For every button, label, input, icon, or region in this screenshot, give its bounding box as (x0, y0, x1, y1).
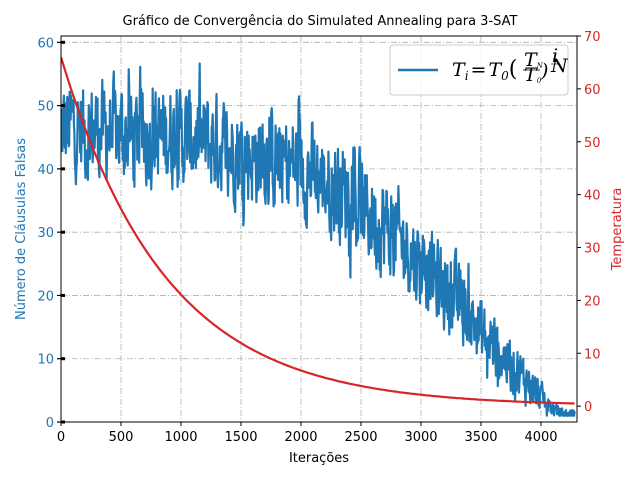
legend-fraction-numerator: TN (524, 49, 544, 71)
legend-close-paren: ) (540, 60, 548, 82)
x-tick-label: 500 (109, 430, 134, 445)
false-clauses-series-line (61, 62, 576, 417)
left-y-tick-label: 10 (37, 353, 54, 368)
left-y-tick-label: 50 (37, 100, 54, 115)
right-y-tick-label: 70 (584, 30, 601, 45)
plot-area (61, 56, 576, 417)
right-y-tick-label: 0 (584, 400, 592, 415)
left-y-tick-label: 20 (37, 289, 54, 304)
left-y-tick-label: 0 (46, 416, 54, 431)
temperature-series-line (61, 56, 575, 405)
right-y-tick-label: 30 (584, 242, 601, 257)
right-y-tick-label: 50 (584, 136, 601, 151)
legend-exponent-denominator: N (550, 55, 569, 77)
x-tick-label: 3500 (464, 430, 497, 445)
x-tick-label: 1000 (164, 430, 197, 445)
legend-formula: Ti = T0( (452, 57, 517, 83)
right-y-axis-ticks: 0 10 20 30 40 50 60 70 (577, 30, 601, 415)
chart-title: Gráfico de Convergência do Simulated Ann… (123, 14, 518, 29)
left-y-axis-title: Número de Cláusulas Falsas (14, 138, 29, 320)
right-y-tick-label: 20 (584, 294, 601, 309)
right-y-axis-title: Temperatura (610, 188, 625, 272)
left-y-tick-label: 30 (37, 226, 54, 241)
x-axis-ticks: 0 500 1000 1500 2000 2500 3000 3500 4000 (57, 422, 558, 445)
x-tick-label: 1500 (224, 430, 257, 445)
legend: Ti = T0( TN T0 ) i N (389, 44, 569, 96)
legend-fraction-denominator: T0 (524, 64, 542, 86)
legend-exponent-numerator: i (552, 45, 558, 67)
x-tick-label: 2000 (284, 430, 317, 445)
x-tick-label: 3000 (404, 430, 437, 445)
x-tick-label: 0 (57, 430, 65, 445)
right-y-tick-label: 10 (584, 347, 601, 362)
legend-box (389, 44, 569, 96)
x-tick-label: 2500 (344, 430, 377, 445)
right-y-tick-label: 40 (584, 189, 601, 204)
right-y-tick-label: 60 (584, 83, 601, 98)
plot-frame (60, 35, 578, 423)
left-y-tick-label: 40 (37, 163, 54, 178)
x-axis-title: Iterações (289, 451, 349, 466)
left-y-tick-label: 60 (37, 36, 54, 51)
left-y-axis-ticks: 0 10 20 30 40 50 60 (37, 36, 65, 431)
x-tick-label: 4000 (524, 430, 557, 445)
